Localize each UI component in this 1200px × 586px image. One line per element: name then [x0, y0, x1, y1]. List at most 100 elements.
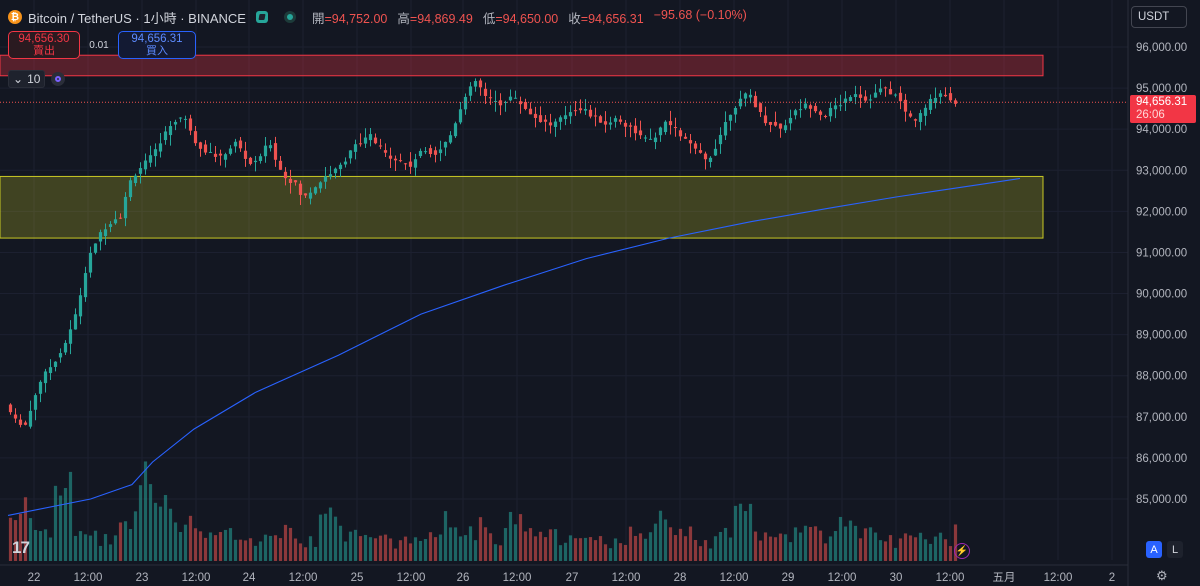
- candle-body: [18, 419, 23, 425]
- lightning-icon[interactable]: ⚡: [954, 543, 970, 559]
- candle-body: [133, 175, 138, 184]
- price-tick-label: 91,000.00: [1136, 247, 1187, 259]
- candle-body: [763, 115, 768, 124]
- log-scale-button[interactable]: L: [1167, 541, 1183, 558]
- indicator-toggle[interactable]: ⌄ 10: [8, 70, 46, 88]
- price-tick-label: 95,000.00: [1136, 83, 1187, 95]
- candle-body: [798, 109, 803, 111]
- currency-select[interactable]: USDT: [1131, 6, 1187, 28]
- flag-icon[interactable]: [255, 11, 268, 23]
- volume-bar: [813, 526, 818, 561]
- candle-body: [843, 98, 848, 103]
- candle-body: [303, 193, 308, 196]
- gear-icon[interactable]: ⚙: [1156, 568, 1168, 583]
- volume-bar: [183, 524, 188, 561]
- volume-bar: [438, 534, 443, 561]
- volume-bar: [808, 527, 813, 561]
- volume-bar: [823, 543, 828, 561]
- volume-bar: [428, 532, 433, 561]
- time-axis[interactable]: 22 12:00 23 12:00 24 12:00 25 12:00 26 12:00 27 12:…: [28, 572, 1116, 584]
- buy-label: 買入: [146, 45, 168, 57]
- volume-bar: [308, 536, 313, 561]
- candle-body: [223, 154, 228, 160]
- volume-bar: [368, 537, 373, 561]
- symbol-title[interactable]: Bitcoin / TetherUS · 1小時 · BINANCE: [28, 10, 246, 26]
- volume-bar: [738, 503, 743, 561]
- candle-body: [418, 150, 423, 157]
- volume-bar: [73, 535, 78, 561]
- ohlc-values: 開=94,752.00 高=94,869.49 低=94,650.00 收=94…: [312, 8, 747, 27]
- candle-body: [888, 89, 893, 95]
- candle-body: [768, 121, 773, 125]
- candle-body: [158, 143, 163, 152]
- volume-bar: [288, 527, 293, 561]
- candle-body: [413, 159, 418, 168]
- candle-body: [753, 95, 758, 108]
- volume-bar: [498, 545, 503, 561]
- resistance-zone[interactable]: [0, 54, 1044, 77]
- volume-bar: [638, 533, 643, 561]
- time-tick-label: 24: [243, 572, 256, 584]
- time-tick-label: 12:00: [936, 572, 965, 584]
- candle-body: [113, 219, 118, 224]
- volume-bar: [598, 536, 603, 561]
- candle-body: [333, 168, 338, 174]
- candle-body: [738, 98, 743, 107]
- volume-bar: [378, 535, 383, 561]
- tradingview-logo[interactable]: 17: [12, 538, 30, 557]
- volume-bar: [243, 540, 248, 561]
- auto-scale-button[interactable]: A: [1146, 541, 1162, 558]
- candle-body: [308, 192, 313, 199]
- sell-button[interactable]: 94,656.30 賣出: [8, 31, 80, 59]
- candle-body: [498, 100, 503, 106]
- volume-bar: [383, 534, 388, 561]
- time-tick-label: 27: [566, 572, 579, 584]
- volume-bar: [228, 528, 233, 561]
- price-axis[interactable]: 96,000.00 95,000.00 94,000.00 93,000.00 92,0…: [1136, 42, 1187, 506]
- buy-button[interactable]: 94,656.31 買入: [118, 31, 196, 59]
- candle-body: [858, 94, 863, 98]
- candle-body: [148, 155, 153, 163]
- volume-bar: [253, 545, 258, 561]
- volume-bar: [818, 530, 823, 561]
- volume-bar: [453, 527, 458, 561]
- volume-bar: [673, 535, 678, 561]
- volume-bar: [713, 536, 718, 561]
- volume-bar: [533, 536, 538, 561]
- candle-body: [938, 93, 943, 97]
- candle-body: [198, 142, 203, 149]
- candle-body: [583, 108, 588, 111]
- candle-body: [98, 232, 103, 242]
- time-tick-label: 12:00: [612, 572, 641, 584]
- candle-body: [478, 80, 483, 88]
- volume-bar: [933, 536, 938, 561]
- candle-body: [613, 118, 618, 122]
- candle-body: [438, 149, 443, 154]
- volume-bar: [528, 528, 533, 561]
- candle-body: [23, 422, 28, 425]
- volume-bar: [373, 538, 378, 561]
- volume-bar: [473, 540, 478, 561]
- volume-bar: [643, 538, 648, 561]
- candle-body: [338, 164, 343, 170]
- support-zone[interactable]: [0, 175, 1044, 239]
- volume-bar: [653, 523, 658, 561]
- volume-bar: [433, 537, 438, 561]
- indicator-icon[interactable]: [51, 72, 66, 86]
- candle-body: [493, 101, 498, 103]
- price-tick-label: 85,000.00: [1136, 494, 1187, 506]
- volume-bar: [218, 532, 223, 561]
- candle-body: [508, 96, 513, 101]
- candle-body: [913, 119, 918, 121]
- volume-bar: [573, 538, 578, 561]
- last-price-label: 94,656.31 26:06: [1130, 95, 1196, 123]
- candle-body: [898, 92, 903, 102]
- volume-bar: [588, 537, 593, 561]
- candle-body: [123, 196, 128, 219]
- candle-body: [183, 118, 188, 120]
- candle-body: [928, 98, 933, 110]
- candle-body: [538, 115, 543, 123]
- volume-bar: [123, 521, 128, 561]
- volume-bar: [103, 534, 108, 561]
